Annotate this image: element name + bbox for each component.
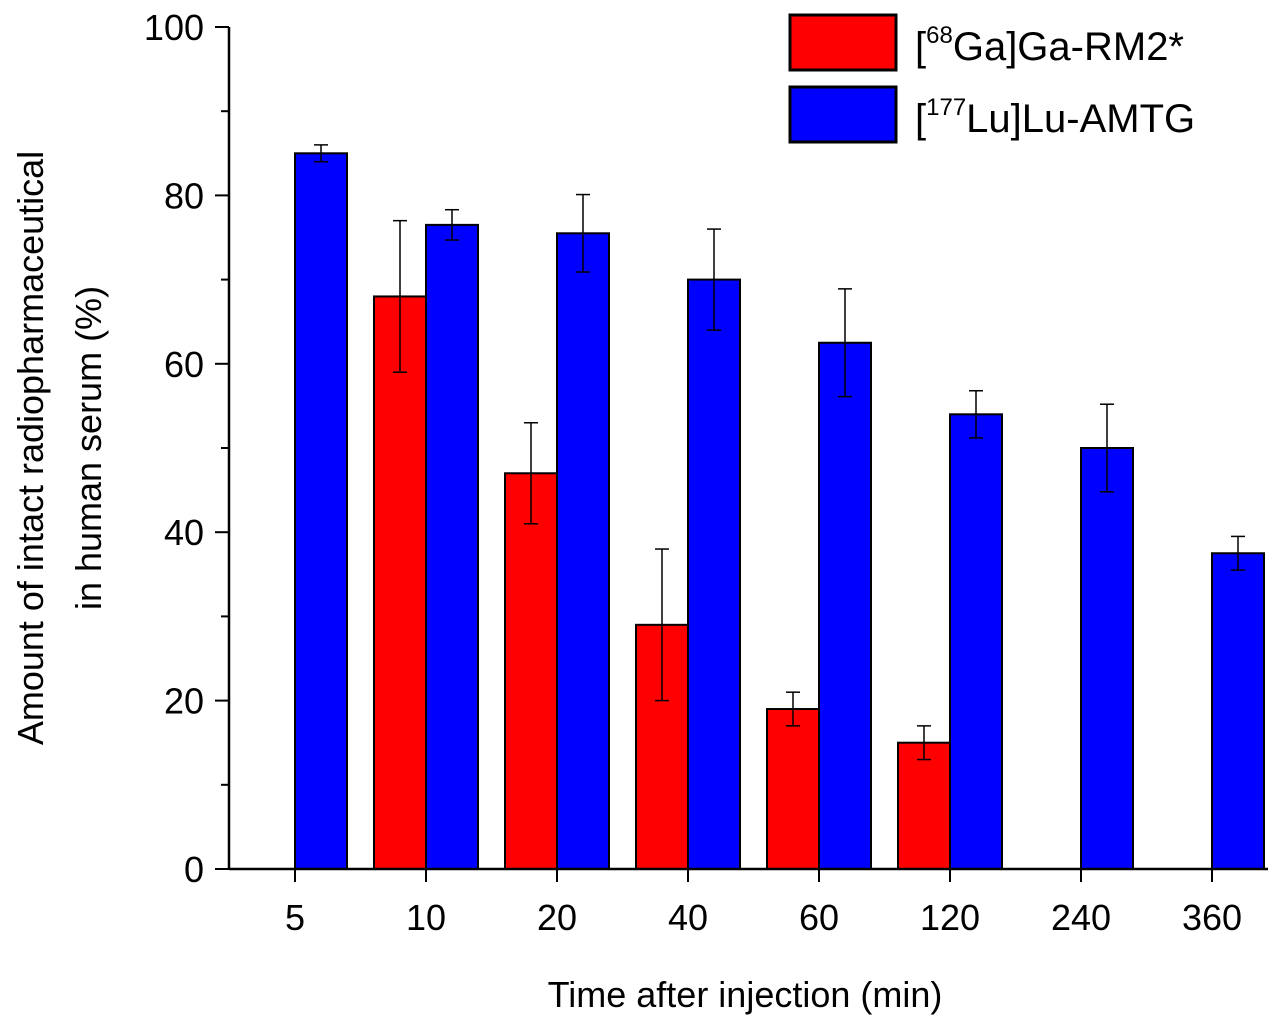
- bar-series0-10: [373, 295, 427, 870]
- x-axis-title: Time after injection (min): [548, 974, 943, 1015]
- bar-series0-20: [504, 472, 558, 870]
- x-tick-label-120: 120: [920, 897, 980, 938]
- error-bar-series0-20: [524, 421, 538, 525]
- error-bar-series0-40: [655, 548, 669, 702]
- x-tick-label-360: 360: [1182, 897, 1242, 938]
- x-tick-label-60: 60: [799, 897, 839, 938]
- bar-series1-10: [425, 223, 479, 870]
- error-bar-series0-10: [393, 219, 407, 373]
- bar-series0-120: [897, 741, 951, 871]
- bar-series1-20: [556, 232, 610, 871]
- y-axis-title-line2: in human serum (%): [68, 286, 109, 610]
- legend: [68Ga]Ga-RM2* [177Lu]Lu-AMTG: [788, 13, 1195, 144]
- bar-series1-360: [1211, 552, 1265, 870]
- error-bar-series1-10: [445, 208, 459, 241]
- x-tick-label-240: 240: [1051, 897, 1111, 938]
- error-bar-series1-40: [707, 228, 721, 331]
- error-bar-series1-120: [969, 389, 983, 439]
- error-bar-series1-60: [838, 288, 852, 398]
- legend-label-series1: [177Lu]Lu-AMTG: [915, 94, 1195, 141]
- bar-series1-120: [949, 413, 1003, 870]
- labels-layer: Time after injection (min) Amount of int…: [10, 151, 942, 1015]
- legend-label-series0: [68Ga]Ga-RM2*: [915, 22, 1184, 69]
- bar-series0-60: [766, 708, 820, 871]
- legend-item-series1: [177Lu]Lu-AMTG: [788, 85, 1195, 144]
- y-tick-label-100: 100: [144, 7, 204, 48]
- x-tick-label-20: 20: [537, 897, 577, 938]
- y-tick-label-80: 80: [164, 175, 204, 216]
- error-bar-series1-240: [1100, 403, 1114, 493]
- legend-swatch-series1: [788, 85, 898, 144]
- bar-series1-5: [294, 152, 348, 871]
- y-tick-label-20: 20: [164, 681, 204, 722]
- error-bar-series1-5: [314, 144, 328, 163]
- bar-series1-240: [1080, 447, 1134, 870]
- y-tick-label-0: 0: [184, 849, 204, 890]
- error-bar-series1-20: [576, 193, 590, 273]
- legend-swatch-series0: [788, 13, 898, 72]
- bar-series1-60: [818, 341, 872, 870]
- legend-item-series0: [68Ga]Ga-RM2*: [788, 13, 1184, 72]
- error-bar-series1-360: [1231, 535, 1245, 571]
- y-tick-label-40: 40: [164, 512, 204, 553]
- y-tick-label-60: 60: [164, 344, 204, 385]
- x-tick-label-40: 40: [668, 897, 708, 938]
- error-bar-series0-60: [786, 691, 800, 727]
- bars-layer: [294, 144, 1265, 871]
- y-axis-title-line1: Amount of intact radiopharmaceutical: [10, 151, 51, 745]
- x-tick-label-10: 10: [406, 897, 446, 938]
- axes-layer: 0 20 40 60 80 100 5 10 20 40 60 120 240 360: [144, 7, 1268, 938]
- error-bar-series0-120: [917, 725, 931, 761]
- bar-series1-40: [687, 278, 741, 871]
- x-tick-label-5: 5: [285, 897, 305, 938]
